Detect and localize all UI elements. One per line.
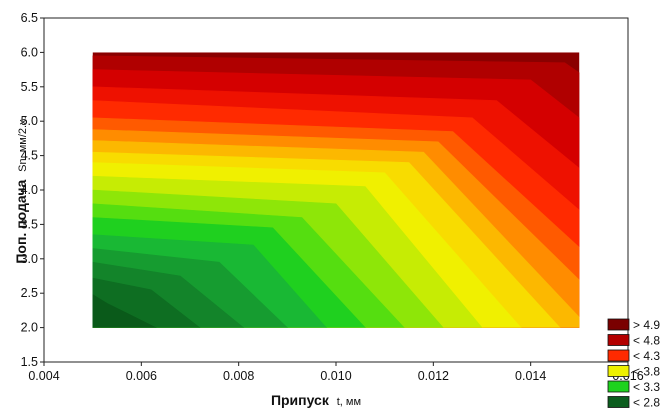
legend-label: < 2.8 — [633, 396, 660, 409]
y-axis-label: Поп. подача — [13, 180, 29, 264]
y-tick-label: 6.5 — [21, 11, 38, 25]
legend-label: < 3.8 — [633, 365, 660, 379]
x-axis-label: Припуск — [271, 392, 330, 408]
x-tick-label: 0.008 — [223, 369, 254, 383]
tick-labels: 0.0040.0060.0080.0100.0120.0140.0161.52.… — [21, 11, 644, 383]
y-tick-label: 6.0 — [21, 45, 38, 59]
contour-band — [92, 294, 157, 328]
x-tick-label: 0.004 — [28, 369, 59, 383]
legend-swatch — [607, 334, 630, 346]
legend-label: < 3.3 — [633, 380, 660, 394]
y-tick-label: 4.5 — [21, 149, 38, 163]
x-axis-title: Припуск t, мм — [271, 392, 361, 408]
y-tick-label: 1.5 — [21, 355, 38, 369]
legend-swatch — [607, 365, 630, 377]
legend-label: < 4.3 — [633, 349, 660, 363]
y-axis-unit: Sn, мм/2.х. — [17, 116, 29, 171]
y-tick-label: 3.5 — [21, 217, 38, 231]
legend-swatch — [607, 396, 630, 408]
x-tick-label: 0.010 — [320, 369, 351, 383]
legend-label: < 4.8 — [633, 334, 660, 348]
legend-swatch — [607, 349, 630, 362]
y-axis-title: Поп. подача Sn, мм/2.х. — [13, 116, 29, 263]
axes — [40, 17, 629, 366]
y-tick-label: 4.0 — [21, 183, 38, 197]
legend-label: > 4.9 — [633, 318, 660, 332]
y-tick-label: 3.0 — [21, 252, 38, 266]
y-tick-label: 5.0 — [21, 114, 38, 128]
x-tick-label: 0.006 — [126, 369, 157, 383]
y-tick-label: 2.0 — [21, 321, 38, 335]
legend-swatch — [607, 318, 630, 331]
contour-surface — [92, 52, 580, 328]
x-tick-label: 0.014 — [515, 369, 546, 383]
plot-area — [92, 52, 580, 328]
y-tick-label: 2.5 — [21, 286, 38, 300]
legend: > 4.9 < 4.8< 4.3 < 3.8< 3.3 < 2.8 — [607, 318, 660, 409]
legend-swatch — [607, 380, 630, 393]
x-axis-unit: t, мм — [337, 396, 361, 408]
y-tick-label: 5.5 — [21, 80, 38, 94]
x-tick-label: 0.012 — [418, 369, 449, 383]
